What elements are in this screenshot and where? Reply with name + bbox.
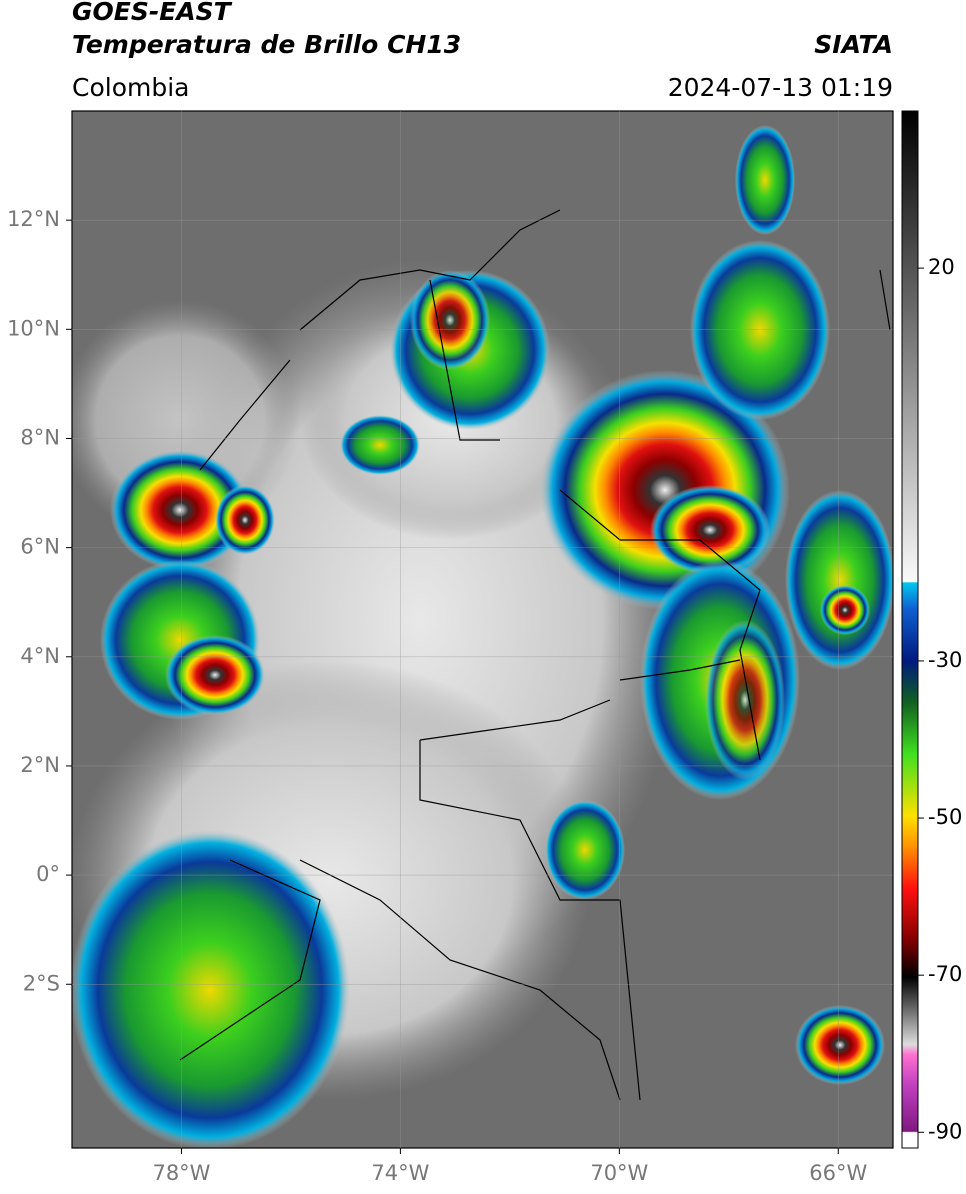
map-frame [71,110,894,1149]
colorbar [901,110,919,1149]
x-tick-label: 66°W [809,1161,867,1185]
satellite: GOES-EAST [72,0,233,26]
colorbar-tick-label: -90 [928,1119,962,1143]
y-tick-label: 6°N [20,535,60,559]
y-tick-label: 10°N [7,316,60,340]
satellite-image [72,111,893,1148]
y-tick-label: 4°N [20,644,60,668]
y-tick-label: 2°N [20,753,60,777]
y-tick-label: 2°S [23,971,60,995]
region: Colombia [72,73,189,102]
x-tick-label: 78°W [152,1161,210,1185]
y-tick-label: 8°N [20,425,60,449]
product: Temperatura de Brillo CH13 [72,30,461,59]
y-tick-label: 0° [36,862,60,886]
colorbar-tick-label: -30 [928,648,962,672]
colorbar-tick-label: -50 [928,805,962,829]
colorbar-tick-label: 20 [928,255,955,279]
datetime: 2024-07-13 01:19 [668,73,893,102]
x-tick-label: 74°W [371,1161,429,1185]
source: SIATA [814,30,893,59]
x-tick-label: 70°W [590,1161,648,1185]
colorbar-tick-label: -70 [928,962,962,986]
y-tick-label: 12°N [7,207,60,231]
